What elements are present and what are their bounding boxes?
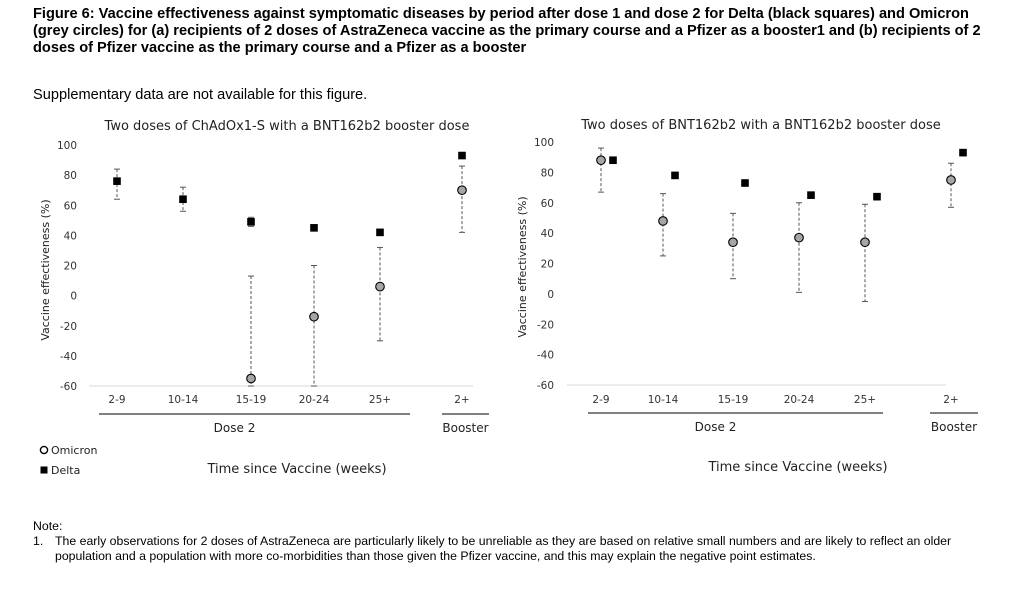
- group-label: Dose 2: [695, 420, 737, 434]
- y-tick-label: 20: [64, 261, 77, 273]
- chart-legend: Omicron Delta: [39, 444, 97, 477]
- figure-title: Figure 6: Vaccine effectiveness against …: [33, 6, 981, 56]
- x-category-label: 15-19: [718, 394, 749, 406]
- delta-point: [959, 148, 967, 157]
- delta-point: [376, 228, 384, 237]
- y-tick-label: 100: [534, 137, 554, 149]
- omicron-point: [375, 281, 385, 292]
- omicron-point: [309, 311, 319, 322]
- delta-point: [310, 224, 318, 232]
- y-tick-label: 60: [541, 198, 554, 210]
- supplementary-note: Supplementary data are not available for…: [33, 87, 368, 103]
- y-tick-label: 0: [547, 289, 554, 301]
- omicron-point: [860, 237, 870, 248]
- y-tick-label: 40: [64, 230, 77, 242]
- chart-a-ylabel: Vaccine effectiveness (%): [39, 199, 52, 340]
- chart-panel-b: Two doses of BNT162b2 with a BNT162b2 bo…: [512, 104, 982, 490]
- x-category-label: 20-24: [784, 394, 815, 406]
- x-category-label: 15-19: [236, 394, 267, 406]
- x-category-label: 2-9: [108, 394, 125, 406]
- omicron-point: [728, 237, 738, 248]
- omicron-point: [946, 175, 956, 185]
- omicron-point: [658, 216, 668, 226]
- y-tick-label: -20: [537, 319, 554, 331]
- y-tick-label: -60: [60, 381, 77, 393]
- omicron-point: [457, 185, 467, 196]
- y-tick-label: -40: [60, 351, 77, 363]
- x-category-label: 20-24: [299, 394, 330, 406]
- delta-point: [741, 179, 749, 187]
- group-label: Booster: [931, 420, 977, 434]
- y-tick-label: -60: [537, 380, 554, 392]
- figure-notes: Note: 1. The early observations for 2 do…: [33, 519, 973, 564]
- chart-b-svg: Two doses of BNT162b2 with a BNT162b2 bo…: [516, 118, 978, 475]
- legend-omicron-marker: [39, 445, 49, 455]
- omicron-point: [246, 373, 256, 384]
- delta-point: [113, 177, 121, 185]
- y-tick-label: -40: [537, 350, 554, 362]
- x-category-label: 10-14: [648, 394, 679, 406]
- note-item: 1. The early observations for 2 doses of…: [33, 534, 973, 564]
- y-tick-label: 100: [57, 140, 77, 152]
- x-category-label: 10-14: [168, 394, 199, 406]
- chart-a-xlabel: Time since Vaccine (weeks): [206, 462, 386, 477]
- chart-b-title: Two doses of BNT162b2 with a BNT162b2 bo…: [580, 118, 940, 133]
- x-category-label: 25+: [369, 394, 391, 406]
- note-number: 1.: [33, 534, 44, 548]
- chart-a-title: Two doses of ChAdOx1-S with a BNT162b2 b…: [104, 119, 470, 134]
- chart-a-svg: Two doses of ChAdOx1-S with a BNT162b2 b…: [39, 119, 489, 477]
- y-tick-label: 40: [541, 228, 554, 240]
- delta-point: [458, 151, 466, 160]
- group-label: Booster: [442, 421, 488, 435]
- legend-delta-marker: [40, 466, 48, 474]
- y-tick-label: -20: [60, 321, 77, 333]
- group-label: Dose 2: [214, 421, 256, 435]
- omicron-point: [794, 232, 804, 243]
- chart-panel-a: Two doses of ChAdOx1-S with a BNT162b2 b…: [33, 104, 511, 490]
- x-category-label: 25+: [854, 394, 876, 406]
- legend-delta-label: Delta: [51, 464, 80, 477]
- delta-point: [609, 156, 617, 165]
- omicron-point: [596, 155, 606, 166]
- x-category-label: 2-9: [592, 394, 609, 406]
- chart-b-xlabel: Time since Vaccine (weeks): [707, 460, 887, 475]
- legend-omicron-label: Omicron: [51, 444, 97, 457]
- y-tick-label: 80: [64, 170, 77, 182]
- delta-point: [179, 195, 187, 204]
- y-tick-label: 20: [541, 259, 554, 271]
- y-tick-label: 80: [541, 167, 554, 179]
- delta-point: [807, 191, 815, 199]
- x-category-label: 2+: [943, 394, 958, 406]
- note-heading: Note:: [33, 519, 63, 533]
- delta-point: [247, 218, 255, 226]
- y-tick-label: 0: [70, 291, 77, 303]
- y-tick-label: 60: [64, 200, 77, 212]
- delta-point: [873, 192, 881, 201]
- x-category-label: 2+: [454, 394, 469, 406]
- note-text: The early observations for 2 doses of As…: [55, 534, 952, 563]
- chart-b-ylabel: Vaccine effectiveness (%): [516, 196, 529, 337]
- delta-point: [671, 171, 679, 180]
